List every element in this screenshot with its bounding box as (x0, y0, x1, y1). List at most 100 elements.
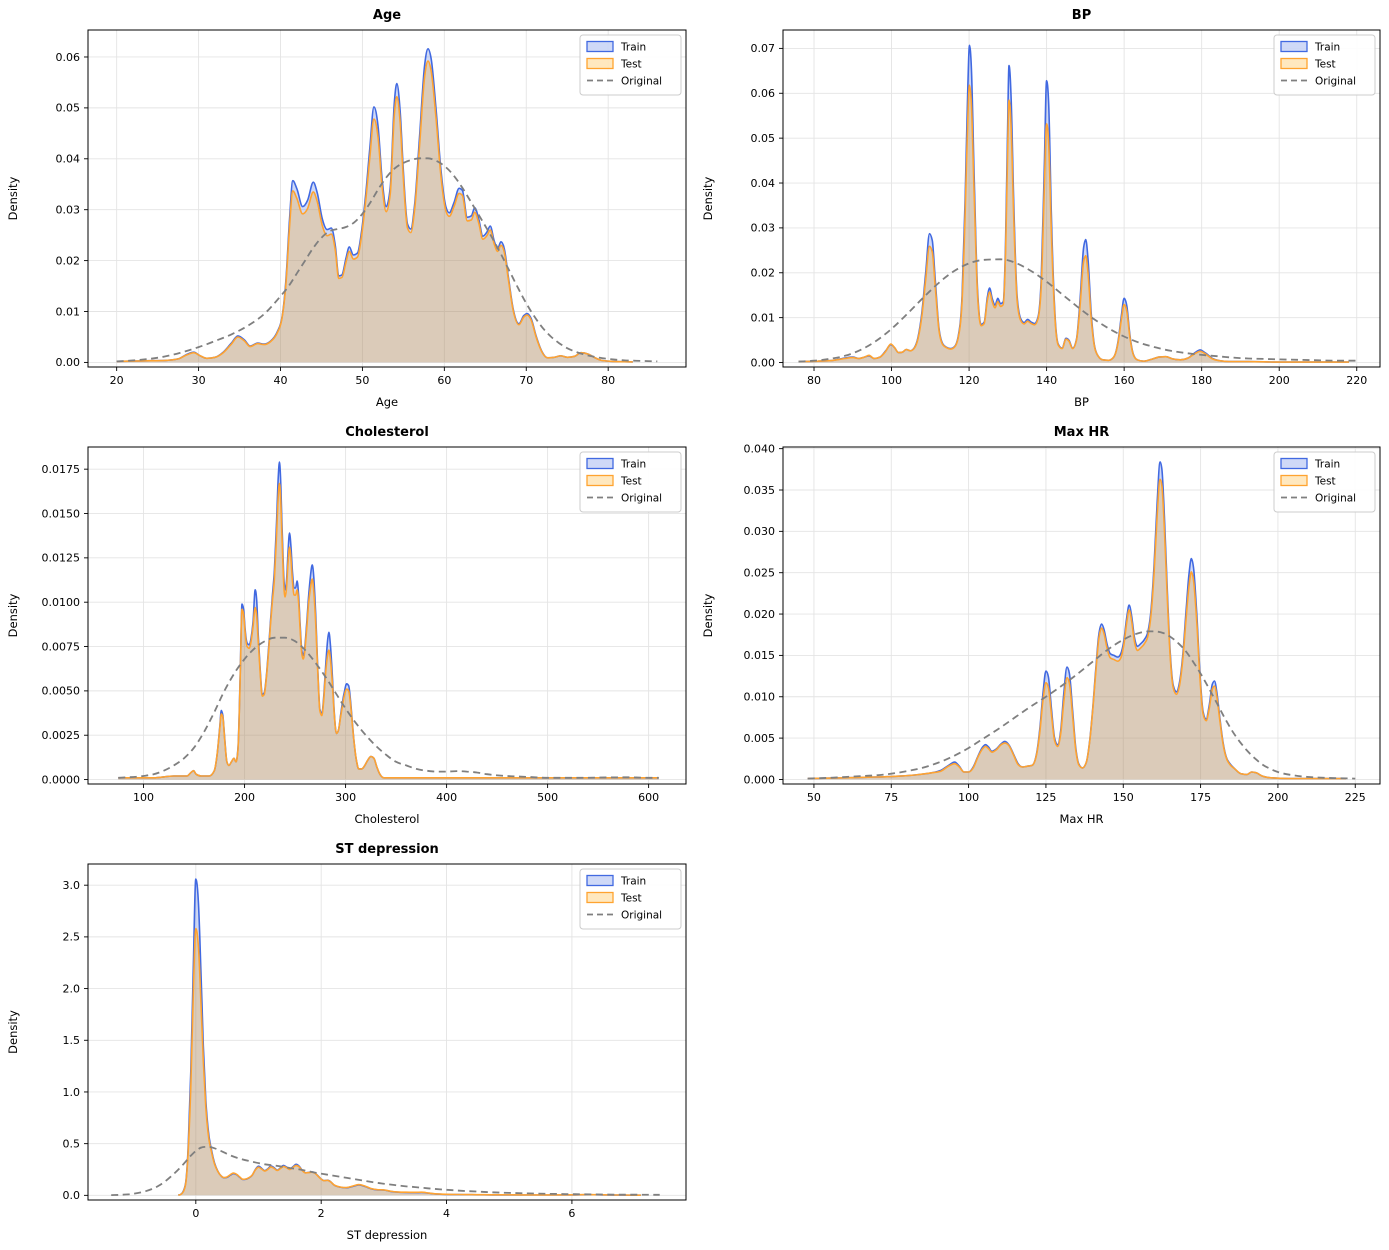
legend-label: Test (620, 59, 642, 71)
legend-item-train: Train (586, 40, 646, 54)
grid-lines (783, 447, 1380, 784)
legend-item-train: Train (586, 457, 646, 471)
axes-spines (87, 446, 687, 785)
y-tick-label: 0.01 (56, 305, 81, 318)
x-tick-label: 100 (133, 791, 154, 804)
y-tick-label: 0.05 (56, 102, 81, 115)
original-curve (111, 1145, 660, 1196)
x-tick-label: 160 (1114, 374, 1135, 387)
cholesterol-density-plot: 100 200 300 400 500 600 0.0000 0.0025 0.0050 0.00… (0, 417, 695, 834)
y-axis-label: Density (6, 176, 20, 220)
train-curve (798, 44, 1349, 363)
legend: Train Test Original (1273, 34, 1376, 96)
original-curve (798, 258, 1357, 363)
plot-title: BP (1072, 8, 1091, 23)
x-tick-label: 80 (807, 374, 821, 387)
x-tick-label: 20 (110, 374, 124, 387)
test-legend-swatch (586, 474, 614, 487)
x-tick-label: 500 (537, 791, 558, 804)
legend-item-original: Original (587, 76, 662, 88)
legend-label: Original (1315, 76, 1356, 88)
plot-title: Cholesterol (345, 425, 429, 440)
test-curve (118, 482, 659, 779)
y-tick-label: 0.03 (56, 203, 81, 216)
x-tick-label: 75 (884, 791, 898, 804)
legend-item-train: Train (1280, 457, 1340, 471)
bp-density-plot: 80 100 120 140 160 180 200 220 0.00 0.01 0.02 0.03 0… (695, 0, 1389, 417)
test-legend-swatch (1280, 474, 1308, 487)
legend-item-test: Test (1280, 57, 1336, 71)
y-tick-label: 0.5 (63, 1137, 81, 1150)
y-tick-label: 0.02 (56, 254, 81, 267)
legend: Train Test Original (1273, 451, 1376, 513)
plot-title: ST depression (335, 842, 439, 857)
x-tick-label: 4 (443, 1207, 450, 1220)
y-tick-label: 0.0000 (42, 773, 81, 786)
y-tick-label: 0.02 (751, 267, 776, 280)
train-legend-swatch (1280, 457, 1308, 470)
x-tick-label: 80 (601, 374, 615, 387)
x-tick-label: 70 (519, 374, 533, 387)
y-tick-label: 0.04 (56, 153, 81, 166)
x-tick-label: 400 (436, 791, 457, 804)
legend-item-train: Train (1280, 40, 1340, 54)
legend-item-original: Original (1281, 76, 1356, 88)
y-tick-label: 0.0075 (42, 640, 81, 653)
legend-label: Train (620, 42, 646, 54)
legend: Train Test Original (579, 868, 682, 930)
test-area-fill (807, 479, 1346, 780)
x-tick-label: 6 (568, 1207, 575, 1220)
tick-labels: 80 100 120 140 160 180 200 220 0.00 0.01 0.02 0.03 0… (751, 42, 1368, 387)
x-tick-label: 0 (192, 1207, 199, 1220)
y-tick-label: 0.0175 (42, 463, 81, 476)
y-tick-label: 0.030 (744, 525, 776, 538)
legend-item-test: Test (586, 57, 642, 71)
y-tick-label: 0.020 (744, 608, 776, 621)
y-tick-label: 0.07 (751, 42, 776, 55)
y-tick-label: 0.025 (744, 567, 776, 580)
x-tick-label: 40 (274, 374, 288, 387)
legend-label: Original (621, 910, 662, 922)
x-tick-label: 2 (318, 1207, 325, 1220)
y-tick-label: 1.5 (63, 1034, 81, 1047)
y-axis-label: Density (6, 1010, 20, 1054)
x-tick-label: 50 (807, 791, 821, 804)
tick-labels: 50 75 100 125 150 175 200 225 0.000 0.005 0.010 0.0… (744, 442, 1366, 804)
axes-spines (782, 446, 1381, 785)
test-area-fill (798, 85, 1349, 363)
legend-box (579, 868, 682, 930)
y-tick-label: 3.0 (63, 879, 81, 892)
train-curve (807, 461, 1346, 780)
st-depression-density-plot: 0 2 4 6 0.0 0.5 1.0 1.5 2.0 2.5 3.0 ST depression ST… (0, 834, 695, 1250)
legend-item-test: Test (586, 891, 642, 905)
legend-label: Test (620, 476, 642, 488)
tick-labels: 0 2 4 6 0.0 0.5 1.0 1.5 2.0 2.5 3.0 (63, 879, 576, 1220)
x-tick-label: 150 (1113, 791, 1134, 804)
x-tick-label: 175 (1190, 791, 1211, 804)
x-tick-label: 225 (1345, 791, 1366, 804)
train-legend-swatch (586, 457, 614, 470)
y-tick-label: 0.06 (751, 87, 776, 100)
y-tick-label: 0.040 (744, 442, 776, 455)
y-tick-label: 0.0 (63, 1189, 81, 1202)
legend-label: Test (620, 893, 642, 905)
train-area-fill (807, 461, 1346, 780)
x-axis-label: Max HR (1059, 812, 1103, 826)
x-tick-label: 100 (958, 791, 979, 804)
test-curve (178, 927, 641, 1196)
legend: Train Test Original (579, 451, 682, 513)
age-chart-svg: 20 30 40 50 60 70 80 0.00 0.01 0.02 0.03 0.04 0.05 0.… (6, 8, 687, 409)
test-curve (116, 60, 633, 363)
y-tick-label: 0.06 (56, 51, 81, 64)
test-area-fill (116, 61, 633, 363)
axes-spines (87, 863, 687, 1201)
original-curve (116, 157, 658, 363)
st-depression-chart-svg: 0 2 4 6 0.0 0.5 1.0 1.5 2.0 2.5 3.0 ST depression ST… (6, 842, 687, 1242)
y-tick-label: 0.015 (744, 649, 776, 662)
train-legend-swatch (1280, 40, 1308, 53)
y-tick-label: 0.01 (751, 311, 776, 324)
y-tick-label: 0.0150 (42, 507, 81, 520)
y-tick-label: 0.04 (751, 177, 776, 190)
y-tick-label: 0.000 (744, 773, 776, 786)
